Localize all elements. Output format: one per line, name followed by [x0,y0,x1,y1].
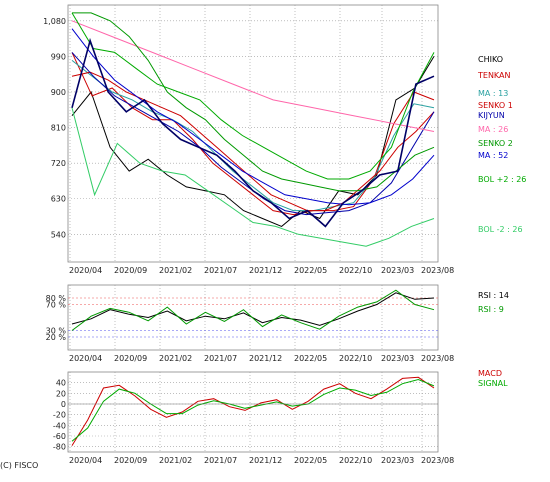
x-tick-label: 2020/09 [114,456,147,465]
x-tick-label: 2023/03 [381,266,414,275]
y-tick-label: 0 [61,400,66,409]
x-tick-label: 2022/10 [339,456,372,465]
legend-label-ma-26: MA : 26 [478,125,508,134]
y-tick-label: 40 [56,379,66,388]
x-tick-label: 2020/04 [69,456,102,465]
series-line-ma-26 [71,20,435,132]
legend-label-tenkan: TENKAN [477,71,511,80]
legend-label-ma-13: MA : 13 [478,89,508,98]
y-tick-label: 720 [51,159,66,168]
y-tick-label: 540 [51,230,66,239]
x-tick-label: 2021/12 [249,266,282,275]
series-line-ma-13 [71,60,435,212]
y-tick-label: 80 % [46,294,67,303]
legend-label-kijyun: KIJYUN [478,111,505,120]
y-tick-label: 1,080 [43,17,66,26]
x-tick-label: 2023/03 [381,354,414,363]
y-tick-label: -60 [53,432,66,441]
series-line-senko-1 [71,71,435,212]
copyright-text: (C) FISCO [0,461,39,470]
x-tick-label: 2022/10 [339,354,372,363]
x-tick-label: 2021/02 [159,266,192,275]
x-tick-label: 2023/03 [381,456,414,465]
x-tick-label: 2021/07 [204,456,237,465]
y-tick-label: 30 % [46,327,67,336]
series-line-rsi-14 [71,292,435,326]
legend-label-bol-2-26: BOL -2 : 26 [478,225,523,234]
series-line-rsi-9 [71,289,435,331]
legend-label-macd: MACD [478,369,502,378]
x-tick-label: 2021/02 [159,354,192,363]
y-tick-label: 990 [51,52,66,61]
legend-label-ma-52: MA : 52 [478,151,508,160]
legend-label-signal: SIGNAL [478,379,508,388]
x-tick-label: 2021/02 [159,456,192,465]
series-line-ma-52 [71,28,435,206]
x-tick-label: 2022/05 [294,354,327,363]
legend-label-chiko: CHIKO [478,55,503,64]
legend-label-bol-2-26: BOL +2 : 26 [478,175,526,184]
series-line-senko-2 [72,12,435,192]
y-tick-label: 630 [51,195,66,204]
legend-label-senko-2: SENKO 2 [478,139,513,148]
x-tick-label: 2022/05 [294,266,327,275]
series-line-bol-2-26 [71,107,435,247]
x-tick-label: 2020/04 [69,354,102,363]
series-line-macd [71,376,435,446]
panel-frame [67,371,439,453]
y-tick-label: 810 [51,124,66,133]
x-tick-label: 2020/04 [69,266,102,275]
y-tick-label: 70 % [46,301,67,310]
x-tick-label: 2020/09 [114,266,147,275]
y-tick-label: 20 % [46,333,67,342]
x-tick-label: 2022/10 [339,266,372,275]
x-tick-label: 2023/08 [421,266,454,275]
legend-label-rsi-14: RSI : 14 [478,291,509,300]
panel-frame [67,4,439,263]
y-tick-label: 20 [56,389,66,398]
x-tick-label: 2022/05 [294,456,327,465]
series-line-signal [71,378,435,442]
panel-frame [67,284,439,351]
y-tick-label: 900 [51,88,66,97]
x-tick-label: 2021/12 [249,354,282,363]
x-tick-label: 2021/07 [204,266,237,275]
x-tick-label: 2021/12 [249,456,282,465]
series-line-price [71,37,435,228]
series-line-bol-2-26 [71,12,435,180]
x-tick-label: 2020/09 [114,354,147,363]
legend-label-rsi-9: RSI : 9 [478,305,504,314]
y-tick-label: -80 [53,443,66,452]
x-tick-label: 2021/07 [204,354,237,363]
y-tick-label: -20 [53,411,66,420]
legend-label-senko-1: SENKO 1 [478,101,513,110]
x-tick-label: 2023/08 [421,354,454,363]
x-tick-label: 2023/08 [421,456,454,465]
y-tick-label: -40 [53,421,66,430]
